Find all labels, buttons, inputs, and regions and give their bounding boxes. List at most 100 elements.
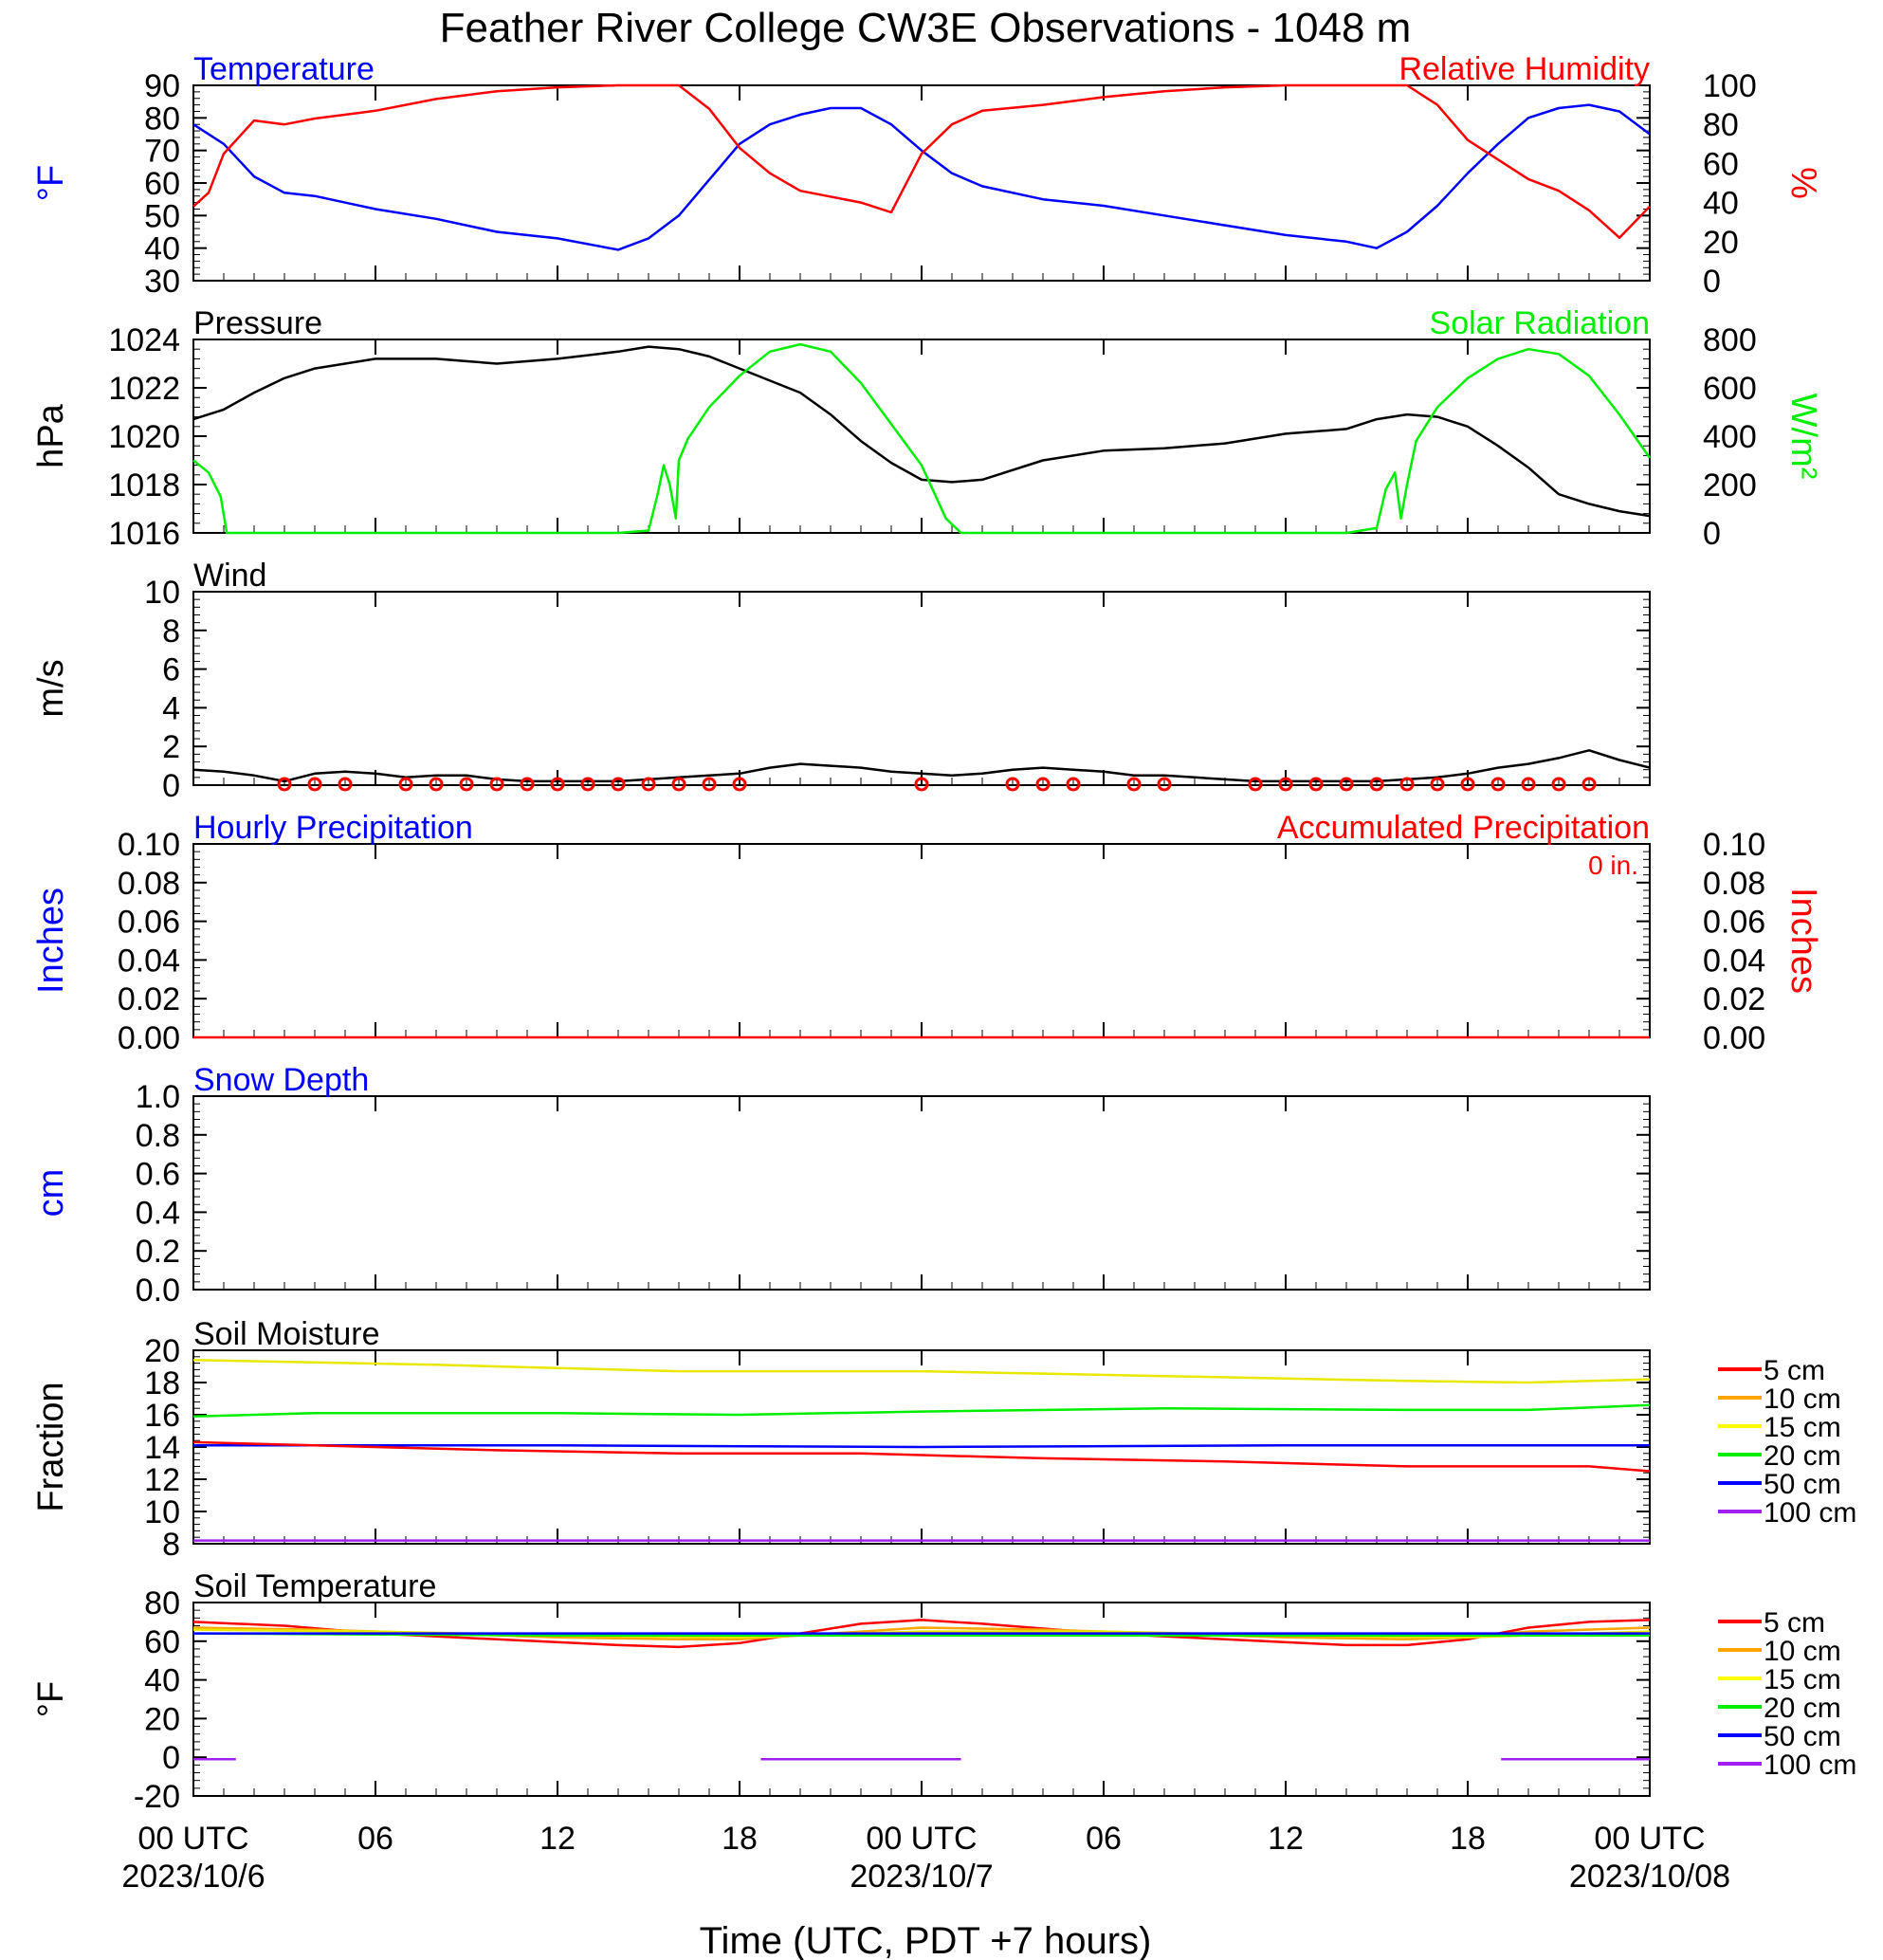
wind-marker xyxy=(1581,777,1597,792)
panel-title-left: Pressure xyxy=(193,305,322,341)
wind-marker xyxy=(1369,777,1384,792)
wind-marker xyxy=(1248,777,1263,792)
y-axis-label-left: Inches xyxy=(31,888,71,994)
wind-marker xyxy=(277,777,292,792)
y-tick-label-left: 0.04 xyxy=(118,943,180,979)
wind-marker xyxy=(1460,777,1475,792)
y-tick-label-left: 0.00 xyxy=(118,1020,180,1056)
wind-marker xyxy=(702,777,717,792)
wind-marker xyxy=(489,777,504,792)
wind-marker xyxy=(580,777,595,792)
y-tick-label-left: 0.2 xyxy=(136,1234,180,1270)
y-axis-label-right: % xyxy=(1783,167,1823,199)
wind-marker xyxy=(732,777,747,792)
series-line-soil_temp-3 xyxy=(192,1632,1650,1637)
wind-marker xyxy=(307,777,322,792)
wind-marker xyxy=(550,777,565,792)
panel-title-left: Temperature xyxy=(193,51,375,87)
panel-title-right: Relative Humidity xyxy=(1399,51,1650,87)
series-line-pres_solar-0 xyxy=(192,345,1651,518)
wind-marker xyxy=(1157,777,1172,792)
y-tick-label-left: 4 xyxy=(162,690,180,726)
y-tick-label-left: 40 xyxy=(144,1663,180,1699)
y-tick-label-left: 0.0 xyxy=(136,1273,180,1309)
y-tick-label-right: 0 xyxy=(1703,264,1721,300)
y-tick-label-left: 0.4 xyxy=(136,1195,180,1231)
y-tick-label-left: 0 xyxy=(162,1740,180,1776)
wind-marker xyxy=(1490,777,1506,792)
wind-marker xyxy=(1430,777,1445,792)
wind-marker xyxy=(1308,777,1324,792)
panel-title-left: Soil Temperature xyxy=(193,1568,436,1604)
y-tick-label-left: 20 xyxy=(144,1333,180,1369)
y-tick-label-right: 0.04 xyxy=(1703,943,1765,979)
series-line-temp_rh-0 xyxy=(192,103,1651,251)
y-axis-label-left: °F xyxy=(31,165,71,201)
series-line-soil_moist-1 xyxy=(192,1403,1651,1418)
y-tick-label-left: 8 xyxy=(162,614,180,650)
wind-marker xyxy=(1521,777,1536,792)
y-axis-label-left: m/s xyxy=(31,659,71,717)
y-tick-label-left: -20 xyxy=(134,1779,180,1815)
y-axis-label-right: W/m² xyxy=(1783,394,1823,480)
y-tick-label-left: 10 xyxy=(144,575,180,611)
y-tick-label-left: 40 xyxy=(144,231,180,267)
wind-marker xyxy=(611,777,626,792)
wind-marker xyxy=(1035,777,1051,792)
wind-marker xyxy=(1005,777,1020,792)
y-tick-label-left: 0.6 xyxy=(136,1157,180,1193)
figure-title: Feather River College CW3E Observations … xyxy=(440,5,1412,51)
legend-label: 20 cm xyxy=(1764,1440,1841,1472)
y-tick-label-right: 100 xyxy=(1703,68,1757,104)
wind-marker xyxy=(671,777,686,792)
y-tick-label-left: 60 xyxy=(144,166,180,202)
wind-marker xyxy=(1339,777,1354,792)
series-line-soil_moist-3 xyxy=(192,1440,1651,1473)
x-tick-label: 06 xyxy=(357,1821,393,1857)
y-tick-label-left: 70 xyxy=(144,134,180,170)
wind-marker xyxy=(1551,777,1566,792)
y-tick-label-right: 0.00 xyxy=(1703,1020,1765,1056)
y-tick-label-left: 0.8 xyxy=(136,1118,180,1154)
x-tick-label: 00 UTC xyxy=(866,1821,977,1857)
legend-label: 15 cm xyxy=(1764,1412,1841,1443)
y-axis-label-left: Fraction xyxy=(31,1382,71,1511)
series-line-soil_moist-2 xyxy=(193,1444,1650,1449)
wind-marker xyxy=(520,777,535,792)
wind-marker xyxy=(1399,777,1415,792)
x-tick-label: 12 xyxy=(539,1821,576,1857)
series-line-soil_moist-0 xyxy=(192,1358,1651,1384)
y-axis-label-left: °F xyxy=(31,1681,71,1717)
y-tick-label-left: 1024 xyxy=(108,322,180,358)
y-tick-label-right: 20 xyxy=(1703,225,1739,261)
y-tick-label-right: 0.10 xyxy=(1703,827,1765,863)
panel-precip: 0.000.020.040.060.080.100.000.020.040.06… xyxy=(31,810,1823,1056)
panel-annotation: 0 in. xyxy=(1588,851,1638,880)
panel-frame xyxy=(192,843,1651,1038)
y-tick-label-right: 200 xyxy=(1703,467,1757,504)
y-tick-label-right: 600 xyxy=(1703,371,1757,407)
y-tick-label-right: 400 xyxy=(1703,419,1757,455)
panel-title-left: Soil Moisture xyxy=(193,1316,380,1352)
series-line-pres_solar-1 xyxy=(192,342,1652,535)
panel-title-left: Wind xyxy=(193,558,266,594)
y-axis-label-right: Inches xyxy=(1783,888,1823,994)
y-tick-label-left: 12 xyxy=(144,1462,180,1498)
legend-label: 50 cm xyxy=(1764,1469,1841,1500)
wind-marker xyxy=(914,777,929,792)
wind-marker xyxy=(429,777,444,792)
x-date-label: 2023/10/7 xyxy=(850,1859,993,1895)
legend-label: 50 cm xyxy=(1764,1721,1841,1752)
y-axis-label-left: hPa xyxy=(31,403,71,467)
panel-frame xyxy=(192,1095,1651,1291)
wind-marker xyxy=(1066,777,1081,792)
x-tick-label: 06 xyxy=(1086,1821,1122,1857)
y-tick-label-left: 18 xyxy=(144,1365,180,1401)
x-tick-label: 18 xyxy=(1450,1821,1486,1857)
legend-label: 5 cm xyxy=(1764,1607,1825,1639)
x-tick-label: 00 UTC xyxy=(1594,1821,1705,1857)
y-tick-label-left: 80 xyxy=(144,101,180,137)
legend-label: 100 cm xyxy=(1764,1497,1856,1529)
